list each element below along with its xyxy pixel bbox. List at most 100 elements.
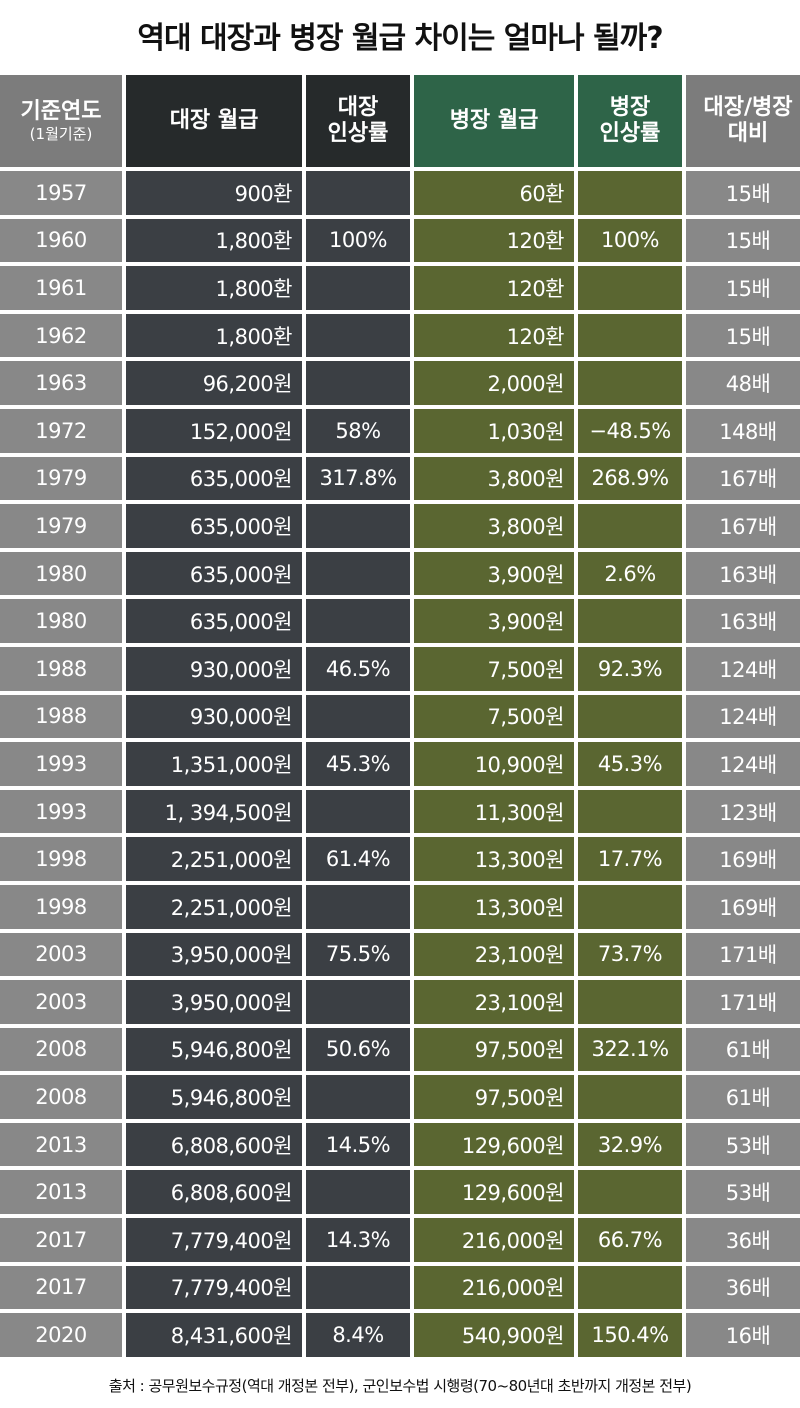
cell-private-pay: 216,000원 [414,1218,574,1262]
cell-general-pay: 6,808,600원 [126,1122,302,1167]
cell-general-pay: 96,200원 [126,361,302,405]
cell-private-raise [578,1075,682,1119]
cell-general-pay: 1, 394,500원 [126,789,302,834]
cell-general-raise [306,504,410,548]
cell-general-pay: 1,800환 [126,313,302,358]
cell-general-raise: 75.5% [306,932,410,977]
cell-year: 1962 [0,313,122,358]
cell-private-pay: 13,300원 [414,884,574,929]
cell-general-pay: 635,000원 [126,551,302,596]
cell-general-raise [306,1265,410,1310]
cell-private-pay: 3,800원 [414,504,574,548]
cell-general-pay: 7,779,400원 [126,1218,302,1262]
cell-year: 2017 [0,1265,122,1310]
cell-private-raise [578,884,682,929]
cell-year: 2008 [0,1075,122,1119]
cell-ratio: 15배 [686,218,800,263]
cell-year: 1979 [0,456,122,501]
cell-general-pay: 3,950,000원 [126,980,302,1024]
cell-general-pay: 930,000원 [126,646,302,691]
cell-private-raise [578,313,682,358]
cell-ratio: 53배 [686,1122,800,1167]
cell-general-pay: 635,000원 [126,456,302,501]
cell-ratio: 48배 [686,361,800,405]
cell-ratio: 163배 [686,599,800,643]
cell-general-raise [306,313,410,358]
cell-general-raise [306,1075,410,1119]
header-private-raise: 병장 인상률 [578,75,682,167]
cell-private-pay: 129,600원 [414,1170,574,1215]
cell-private-pay: 120환 [414,218,574,263]
cell-private-pay: 3,900원 [414,599,574,643]
cell-ratio: 124배 [686,646,800,691]
cell-general-pay: 900환 [126,171,302,215]
header-year-label: 기준연도 [20,98,102,124]
cell-year: 2013 [0,1170,122,1215]
cell-ratio: 171배 [686,980,800,1024]
cell-private-raise: 32.9% [578,1122,682,1167]
cell-private-pay: 129,600원 [414,1122,574,1167]
cell-ratio: 169배 [686,837,800,881]
cell-year: 1988 [0,694,122,739]
cell-general-pay: 1,351,000원 [126,742,302,786]
cell-ratio: 36배 [686,1218,800,1262]
cell-general-raise: 317.8% [306,456,410,501]
cell-private-raise [578,361,682,405]
cell-year: 1960 [0,218,122,263]
cell-general-raise [306,599,410,643]
header-general-raise-line2: 인상률 [327,121,389,146]
cell-general-pay: 1,800환 [126,266,302,310]
cell-general-pay: 635,000원 [126,599,302,643]
cell-general-pay: 2,251,000원 [126,884,302,929]
cell-general-pay: 152,000원 [126,408,302,453]
cell-ratio: 163배 [686,551,800,596]
cell-year: 2013 [0,1122,122,1167]
cell-year: 1979 [0,504,122,548]
cell-year: 2003 [0,932,122,977]
cell-general-raise [306,1170,410,1215]
cell-private-pay: 120환 [414,266,574,310]
cell-private-raise [578,266,682,310]
cell-private-raise: 45.3% [578,742,682,786]
cell-general-pay: 1,800환 [126,218,302,263]
cell-general-raise: 46.5% [306,646,410,691]
cell-private-raise [578,171,682,215]
cell-general-pay: 5,946,800원 [126,1075,302,1119]
cell-general-pay: 635,000원 [126,504,302,548]
cell-private-raise: 268.9% [578,456,682,501]
cell-private-pay: 97,500원 [414,1075,574,1119]
cell-private-raise: 17.7% [578,837,682,881]
cell-general-raise: 45.3% [306,742,410,786]
cell-ratio: 15배 [686,171,800,215]
cell-ratio: 167배 [686,504,800,548]
cell-general-pay: 3,950,000원 [126,932,302,977]
cell-private-pay: 11,300원 [414,789,574,834]
cell-ratio: 16배 [686,1313,800,1357]
cell-general-raise: 50.6% [306,1027,410,1072]
cell-private-raise: −48.5% [578,408,682,453]
cell-private-pay: 3,800원 [414,456,574,501]
cell-year: 1972 [0,408,122,453]
cell-private-pay: 1,030원 [414,408,574,453]
cell-private-pay: 3,900원 [414,551,574,596]
header-ratio: 대장/병장 대비 [686,75,800,167]
header-year-sub: (1월기준) [29,125,93,144]
cell-ratio: 123배 [686,789,800,834]
cell-private-raise [578,980,682,1024]
cell-year: 1980 [0,551,122,596]
cell-private-pay: 7,500원 [414,646,574,691]
cell-ratio: 61배 [686,1075,800,1119]
cell-private-pay: 23,100원 [414,932,574,977]
header-general-raise: 대장 인상률 [306,75,410,167]
cell-private-pay: 23,100원 [414,980,574,1024]
cell-ratio: 53배 [686,1170,800,1215]
header-general-pay-label: 대장 월급 [169,107,259,133]
cell-private-pay: 7,500원 [414,694,574,739]
pay-comparison-table: 기준연도 (1월기준) 대장 월급 대장 인상률 병장 월급 병장 인상률 대장… [0,75,800,1357]
cell-private-raise: 66.7% [578,1218,682,1262]
cell-private-pay: 2,000원 [414,361,574,405]
cell-private-pay: 540,900원 [414,1313,574,1357]
cell-general-raise: 14.5% [306,1122,410,1167]
cell-year: 1961 [0,266,122,310]
cell-private-raise: 92.3% [578,646,682,691]
